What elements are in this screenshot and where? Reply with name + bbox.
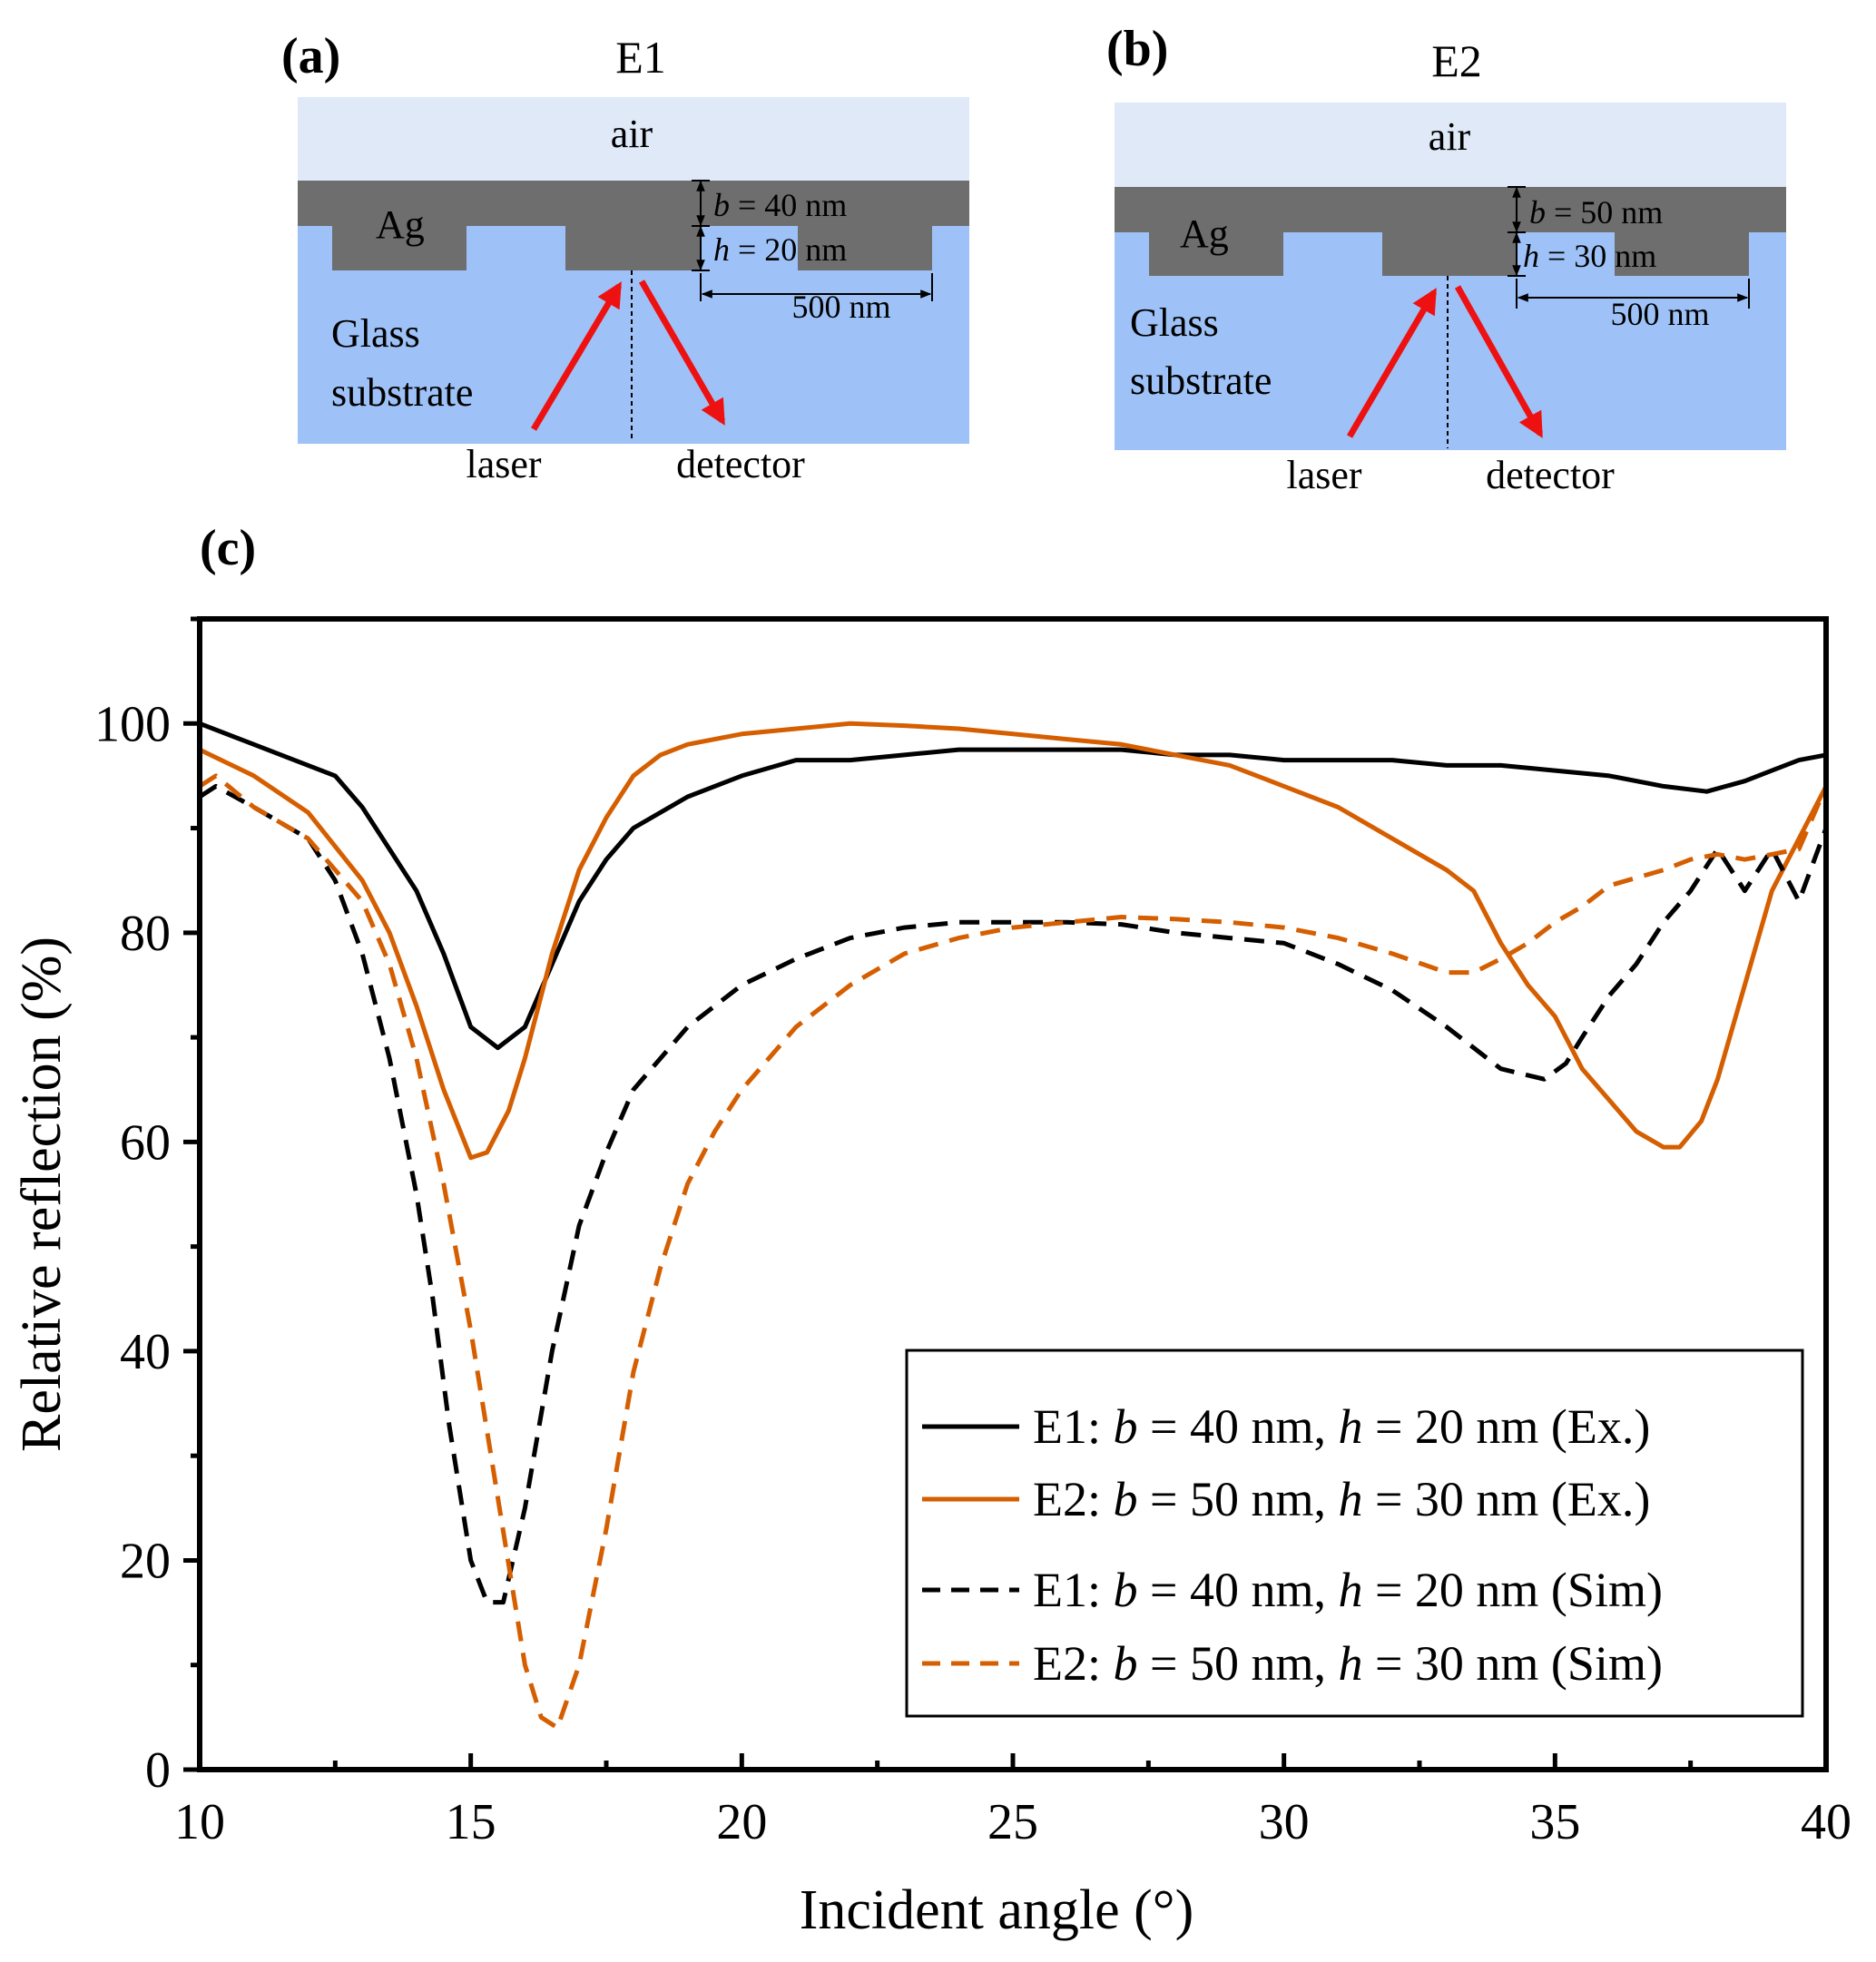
silver-ridge xyxy=(1382,231,1517,276)
panel-a-diagram: (a) E1 air Ag Glass substrate laser dete… xyxy=(281,28,969,486)
panel-b-diagram: (b) E2 air Ag Glass substrate laser dete… xyxy=(1106,21,1786,497)
x-tick-label: 20 xyxy=(716,1794,767,1850)
panel-b-label: (b) xyxy=(1106,21,1168,77)
silver-ridge xyxy=(798,225,932,270)
legend-label: E2: b = 50 nm, h = 30 nm (Sim) xyxy=(1033,1636,1663,1691)
x-tick-label: 40 xyxy=(1801,1794,1851,1850)
legend-item: E2: b = 50 nm, h = 30 nm (Sim) xyxy=(922,1636,1663,1691)
series-line-3 xyxy=(198,783,1829,1605)
silver-label: Ag xyxy=(376,202,425,247)
x-tick-label: 10 xyxy=(174,1794,225,1850)
silver-ridge xyxy=(332,225,467,270)
y-tick-label: 100 xyxy=(94,696,171,752)
legend-box xyxy=(905,1349,1804,1718)
y-tick-label: 80 xyxy=(120,906,171,962)
panel-c-label: (c) xyxy=(200,520,256,576)
series-line-1 xyxy=(199,721,1827,1051)
laser-label: laser xyxy=(466,442,541,486)
y-tick-label: 20 xyxy=(120,1533,171,1589)
detector-label: detector xyxy=(676,442,805,486)
reflection-chart: 10 15 20 25 30 35 40 0 20 40 60 80 100 E1: b = 40 nm,… xyxy=(94,616,1851,1850)
x-tick-label: 25 xyxy=(987,1794,1038,1850)
detector-beam-arrow xyxy=(638,280,726,426)
x-tick-label: 15 xyxy=(446,1794,496,1850)
silver-label: Ag xyxy=(1180,211,1229,256)
x-tick-label: 35 xyxy=(1529,1794,1580,1850)
silver-layer xyxy=(1115,187,1786,232)
glass-label-2: substrate xyxy=(331,370,473,415)
air-layer xyxy=(298,97,969,181)
legend-item: E2: b = 50 nm, h = 30 nm (Ex.) xyxy=(922,1472,1650,1526)
series-line-2 xyxy=(198,721,1829,1161)
legend-item: E1: b = 40 nm, h = 20 nm (Sim) xyxy=(922,1563,1663,1617)
glass-label-2: substrate xyxy=(1130,358,1272,403)
h-dimension-label: h = 30 nm xyxy=(1523,238,1656,274)
silver-ridge xyxy=(1149,231,1283,276)
panel-a-label: (a) xyxy=(281,28,340,84)
legend: E1: b = 40 nm, h = 20 nm (Ex.) E2: b = 50… xyxy=(905,1349,1804,1718)
laser-beam-arrow xyxy=(530,281,623,431)
air-label: air xyxy=(611,112,653,156)
laser-beam-arrow xyxy=(1346,288,1438,438)
h-dimension-label: h = 20 nm xyxy=(713,231,847,268)
air-label: air xyxy=(1429,114,1471,159)
b-dimension-label: b = 40 nm xyxy=(713,187,847,223)
laser-label: laser xyxy=(1286,453,1361,497)
detector-label: detector xyxy=(1486,453,1615,497)
period-label: 500 nm xyxy=(791,289,890,325)
legend-label: E2: b = 50 nm, h = 30 nm (Ex.) xyxy=(1033,1472,1650,1526)
glass-label-1: Glass xyxy=(1130,300,1219,345)
detector-beam-arrow xyxy=(1454,285,1544,438)
period-label: 500 nm xyxy=(1610,296,1709,332)
series-line-4 xyxy=(198,773,1829,1731)
legend-item: E1: b = 40 nm, h = 20 nm (Ex.) xyxy=(922,1399,1650,1454)
panel-a-title: E1 xyxy=(615,32,666,83)
y-tick-label: 40 xyxy=(120,1324,171,1380)
silver-layer xyxy=(298,181,969,226)
glass-label-1: Glass xyxy=(331,311,420,356)
b-dimension-label: b = 50 nm xyxy=(1529,194,1663,231)
panel-b-title: E2 xyxy=(1431,35,1482,86)
legend-label: E1: b = 40 nm, h = 20 nm (Ex.) xyxy=(1033,1399,1650,1454)
x-tick-label: 30 xyxy=(1259,1794,1310,1850)
silver-ridge xyxy=(565,225,700,270)
air-layer xyxy=(1115,103,1786,187)
legend-label: E1: b = 40 nm, h = 20 nm (Sim) xyxy=(1033,1563,1663,1617)
y-tick-label: 0 xyxy=(145,1742,171,1799)
silver-ridge xyxy=(1615,231,1749,276)
x-axis-title: Incident angle (°) xyxy=(800,1879,1193,1941)
y-axis-title: Relative reflection (%) xyxy=(11,937,73,1452)
y-tick-label: 60 xyxy=(120,1114,171,1171)
